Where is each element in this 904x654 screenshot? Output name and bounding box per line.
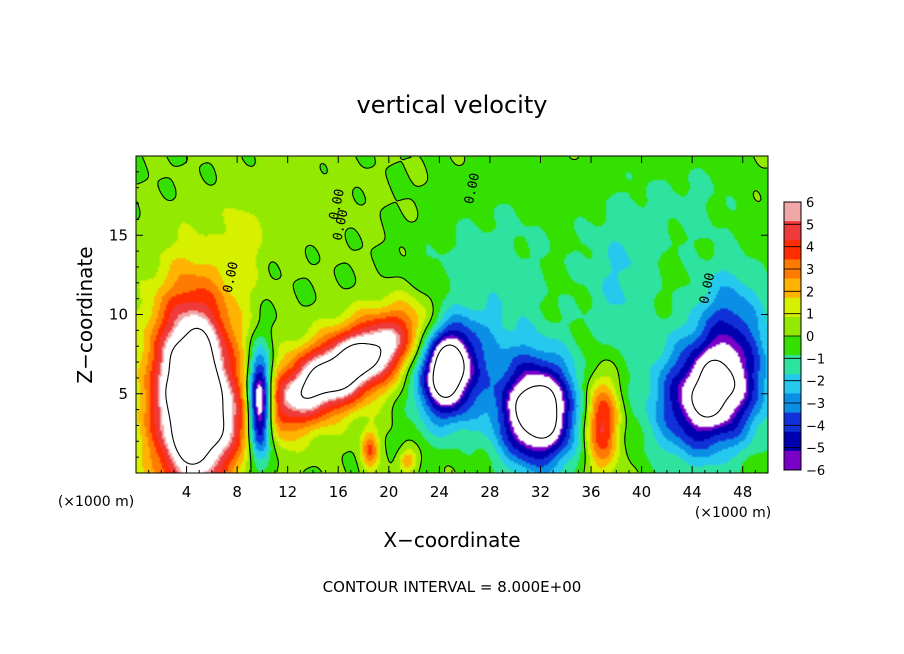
y-tick-label: 10 — [109, 306, 128, 324]
contour-label: 0.00 — [462, 172, 483, 206]
colorbar-label: 3 — [806, 263, 814, 278]
colorbar-label: −3 — [806, 397, 825, 412]
colorbar-label: 4 — [806, 241, 814, 256]
x-tick-label: 24 — [430, 483, 449, 501]
x-tick-label: 40 — [632, 483, 651, 501]
colorbar-swatch — [784, 240, 801, 260]
velocity-field — [136, 156, 768, 473]
contour-label: 0.00 — [331, 208, 352, 242]
x-tick-label: 36 — [581, 483, 600, 501]
colorbar-swatch — [784, 431, 801, 452]
x-tick-label: 32 — [531, 483, 550, 501]
x-tick-label: 8 — [232, 483, 242, 501]
y-axis-label: Z−coordinate — [73, 246, 97, 383]
colorbar-swatch — [784, 450, 801, 471]
x-tick-label: 12 — [278, 483, 297, 501]
colorbar-label: 2 — [806, 285, 814, 300]
y-tick-label: 5 — [118, 385, 128, 403]
colorbar-label: 1 — [806, 308, 814, 323]
x-tick-label: 16 — [329, 483, 348, 501]
contour-zero — [136, 156, 768, 473]
x-axis-label: X−coordinate — [383, 528, 520, 552]
colorbar-label: −5 — [806, 442, 825, 457]
x-tick-label: 4 — [182, 483, 192, 501]
contour-label: 0.00 — [327, 188, 348, 222]
x-unit-left: (×1000 m) — [58, 494, 134, 510]
colorbar-label: −4 — [806, 419, 825, 434]
x-axis-ticks: 4 8 12 16 20 24 28 32 36 40 44 48 — [148, 156, 756, 501]
colorbar-swatch — [784, 297, 801, 318]
colorbar-label: 6 — [806, 196, 814, 211]
contour-positive — [165, 327, 382, 465]
colorbar-label: −2 — [806, 375, 825, 390]
contour-negative — [432, 344, 736, 439]
colorbar-swatch — [784, 355, 801, 375]
colorbar-swatch — [784, 202, 801, 222]
plot-area: 0.000.000.00 0.000.00 — [135, 155, 769, 474]
x-unit-right: (×1000 m) — [695, 505, 771, 521]
colorbar-label: −1 — [806, 352, 825, 367]
contour-labels: 0.000.000.00 0.000.00 — [221, 172, 719, 306]
contour-label: 0.00 — [697, 272, 718, 306]
x-tick-label: 20 — [379, 483, 398, 501]
x-tick-label: 48 — [733, 483, 752, 501]
colorbar-swatch — [784, 336, 801, 356]
colorbar-label: −6 — [806, 464, 825, 479]
x-tick-label: 44 — [683, 483, 702, 501]
colorbar-label: 5 — [806, 218, 814, 233]
contour-label: 0.00 — [221, 260, 242, 294]
colorbar-swatch — [784, 316, 801, 337]
chart-title: vertical velocity — [357, 91, 548, 119]
y-axis-ticks: 5 10 15 — [109, 171, 768, 458]
colorbar: 6 5 4 3 2 1 0 −1 −2 −3 −4 −5 −6 — [783, 196, 825, 479]
y-tick-label: 15 — [109, 226, 128, 244]
x-tick-label: 28 — [480, 483, 499, 501]
colorbar-swatch — [784, 412, 801, 433]
colorbar-swatch — [784, 221, 801, 241]
contour-lines — [136, 156, 768, 473]
contour-interval-note: CONTOUR INTERVAL = 8.000E+00 — [323, 578, 582, 596]
colorbar-swatch — [784, 278, 801, 299]
colorbar-label: 0 — [806, 330, 814, 345]
colorbar-swatch — [784, 374, 801, 394]
